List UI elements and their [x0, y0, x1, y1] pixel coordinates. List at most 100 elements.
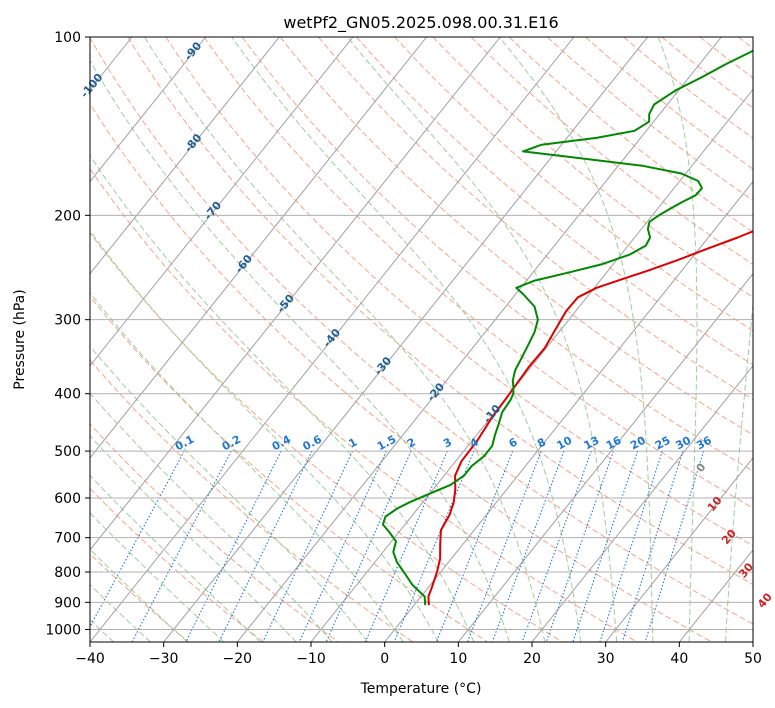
y-tick-label: 600	[54, 491, 81, 507]
x-tick-label: 20	[523, 651, 541, 667]
dry-adiabat	[90, 37, 753, 625]
moist-adiabat	[90, 548, 188, 642]
temperature-profile	[427, 230, 753, 606]
y-tick-label: 100	[54, 30, 81, 46]
profile-series	[381, 49, 753, 606]
moist-adiabat	[90, 474, 261, 642]
moist-adiabat	[90, 59, 510, 642]
mixing-ratio-line	[545, 450, 614, 642]
isotherm-line	[605, 457, 753, 642]
mixing-ratio-label: 0.2	[220, 433, 243, 454]
dry-adiabat	[432, 37, 753, 298]
moist-adiabat	[90, 292, 404, 642]
dewpoint-profile	[381, 49, 753, 606]
moist-adiabat	[657, 37, 698, 642]
mixing-ratio-line	[131, 450, 232, 642]
mixing-ratio-line	[466, 450, 542, 642]
isotherm-line	[90, 37, 280, 275]
dry-adiabat	[623, 37, 753, 139]
y-tick-label: 800	[54, 565, 81, 581]
isotherm-line	[457, 272, 753, 642]
mixing-ratio-label: 0.6	[301, 433, 325, 454]
x-tick-label: 30	[597, 651, 615, 667]
mixing-ratio-line	[491, 450, 565, 642]
moist-adiabat-label: 40	[755, 590, 775, 610]
moist-adiabat	[498, 37, 654, 642]
mixing-ratio-line	[435, 450, 514, 642]
mixing-ratio-line	[644, 450, 705, 642]
isotherm-line	[531, 364, 753, 642]
y-tick-label: 300	[54, 313, 81, 329]
dry-adiabat	[470, 37, 753, 265]
dry-adiabat	[90, 231, 563, 642]
chart-title: wetPf2_GN05.2025.098.00.31.E16	[283, 13, 558, 33]
x-tick-label: 0	[380, 651, 389, 667]
plot-frame	[89, 36, 754, 643]
x-tick-label: −30	[149, 651, 179, 667]
mixing-ratio-label: 1.5	[375, 433, 398, 454]
mixing-ratio-label: 16	[604, 434, 624, 453]
isotherm-line	[90, 37, 207, 183]
dry-adiabat	[90, 553, 190, 642]
dry-adiabat	[279, 37, 753, 436]
dry-adiabat	[90, 102, 712, 642]
x-tick-label: 50	[744, 651, 762, 667]
isotherm-line	[90, 37, 428, 459]
mixing-ratio-line	[185, 450, 282, 642]
mixing-ratio-line	[218, 450, 313, 642]
dry-adiabat	[699, 37, 753, 79]
mixing-ratio-label: 25	[653, 434, 673, 453]
dry-adiabat	[318, 37, 753, 401]
isotherm-line	[384, 180, 753, 642]
mixing-ratio-label: 0.1	[173, 433, 196, 454]
inline-labels: -100-90-80-70-60-50-40-30-20-100.1 0.2 0.4…	[78, 39, 775, 610]
mixing-ratio-line	[599, 450, 663, 642]
mixing-ratio-label: 6	[507, 435, 520, 450]
mixing-ratio-label: 36	[694, 434, 714, 453]
moist-adiabat	[725, 299, 753, 642]
moist-adiabat	[346, 37, 618, 642]
dry-adiabat	[90, 487, 264, 642]
isotherm-line	[90, 37, 501, 551]
background-lines	[90, 37, 753, 642]
mixing-ratio-line	[572, 450, 639, 642]
x-tick-label: 40	[670, 651, 688, 667]
moist-adiabat	[231, 37, 582, 642]
y-axis-label: Pressure (hPa)	[12, 289, 28, 389]
moist-adiabat	[90, 229, 439, 642]
moist-adiabat	[144, 37, 546, 642]
dry-adiabat	[356, 37, 753, 366]
y-tick-label: 200	[54, 208, 81, 224]
y-tick-label: 1000	[45, 622, 81, 638]
dry-adiabat	[585, 37, 753, 170]
moist-adiabat-label: 0	[694, 460, 709, 474]
moist-adiabat	[90, 345, 369, 642]
y-tick-label: 700	[54, 531, 81, 547]
isotherm-line	[236, 37, 722, 642]
mixing-ratio-line	[262, 450, 354, 642]
x-tick-label: 10	[449, 651, 467, 667]
dry-adiabat	[508, 37, 753, 233]
mixing-ratio-label: 30	[673, 434, 693, 453]
dry-adiabat	[90, 295, 488, 642]
mixing-ratio-label: 13	[582, 434, 602, 453]
y-axis: 100 200 300 400 500 600 700 800 900 1000	[45, 30, 90, 638]
mixing-ratio-label: 2	[405, 435, 418, 450]
dry-adiabat	[90, 167, 638, 642]
dry-adiabat	[394, 37, 753, 332]
dry-adiabat	[90, 423, 339, 642]
moist-adiabat	[90, 435, 297, 642]
dry-adiabat	[165, 37, 753, 547]
isotherm-line	[678, 549, 753, 642]
isotherm-line	[90, 37, 575, 642]
x-axis-label: Temperature (°C)	[360, 681, 482, 697]
dry-adiabat	[127, 37, 753, 585]
y-tick-label: 500	[54, 444, 81, 460]
mixing-ratio-label: 10	[555, 434, 575, 453]
moist-adiabat	[90, 154, 475, 642]
dry-adiabat	[203, 37, 753, 509]
moist-adiabat-label: 20	[719, 527, 739, 547]
mixing-ratio-line	[90, 450, 185, 628]
dry-adiabat	[737, 37, 753, 50]
